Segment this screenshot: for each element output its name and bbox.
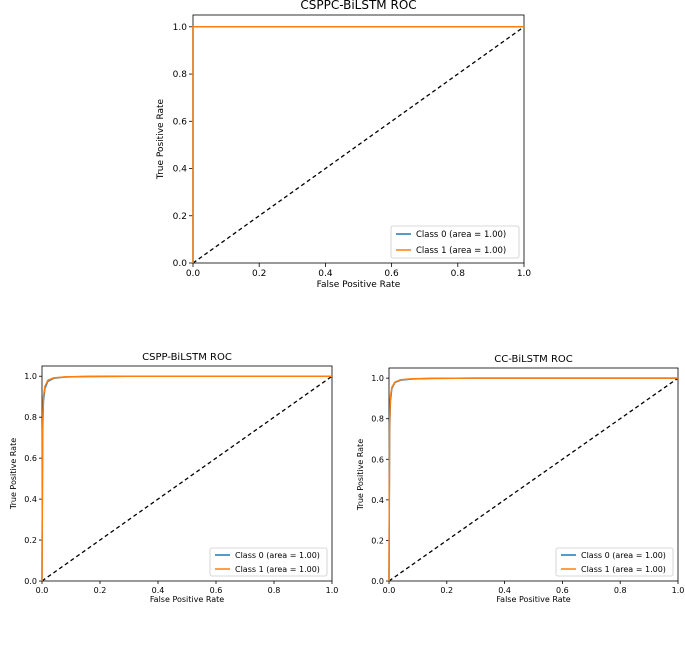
x-tick-label: 0.6 bbox=[384, 269, 399, 279]
y-tick-label: 0.8 bbox=[371, 415, 384, 424]
y-tick-label: 1.0 bbox=[173, 23, 188, 33]
x-tick-label: 0.0 bbox=[383, 586, 396, 595]
plot-area bbox=[192, 14, 525, 264]
x-tick-label: 0.2 bbox=[252, 269, 266, 279]
y-tick-label: 0.2 bbox=[24, 536, 37, 545]
y-axis-label: True Positive Rate bbox=[356, 439, 365, 511]
roc-panel-2: 0.0 0.2 0.4 0.6 0.8 1.0 0.0 0.2 0.4 0.6 0.8 1.0 CSPP… bbox=[9, 352, 338, 604]
chance-diagonal-line bbox=[41, 375, 333, 582]
chance-diagonal-line bbox=[388, 377, 679, 582]
legend-box bbox=[555, 547, 674, 577]
y-tick-label: 0.2 bbox=[371, 536, 384, 545]
legend-entry: Class 1 (area = 1.00) bbox=[235, 565, 320, 574]
y-tick-label: 0.4 bbox=[173, 165, 188, 175]
y-tick-label: 0.2 bbox=[173, 212, 187, 222]
chance-diagonal-line bbox=[192, 26, 525, 264]
x-tick-label: 0.8 bbox=[268, 586, 281, 595]
chart-title: CSPP-BiLSTM ROC bbox=[142, 352, 232, 363]
roc-panel-1: 0.0 0.2 0.4 0.6 0.8 1.0 0.0 0.2 0.4 0.6 0.8 1.0 CSPP… bbox=[156, 0, 531, 290]
legend-box bbox=[390, 225, 520, 259]
series-line-class-1 bbox=[192, 26, 524, 263]
x-tick-label: 0.4 bbox=[498, 586, 511, 595]
legend-entry: Class 1 (area = 1.00) bbox=[581, 565, 666, 574]
y-axis-label: True Positive Rate bbox=[9, 438, 18, 510]
plot-area bbox=[388, 367, 679, 582]
roc-panel-3: 0.0 0.2 0.4 0.6 0.8 1.0 0.0 0.2 0.4 0.6 0.8 1.0 CC-B… bbox=[356, 354, 684, 604]
y-tick-label: 0.6 bbox=[371, 455, 384, 464]
plot-area bbox=[41, 365, 333, 582]
x-tick-label: 0.8 bbox=[451, 269, 466, 279]
y-tick-label: 0.4 bbox=[24, 495, 37, 504]
x-axis-label: False Positive Rate bbox=[496, 595, 570, 604]
x-tick-label: 1.0 bbox=[517, 269, 532, 279]
chart-title: CC-BiLSTM ROC bbox=[494, 354, 573, 365]
legend: Class 0 (area = 1.00) Class 1 (area = 1.0… bbox=[390, 225, 520, 259]
x-tick-label: 1.0 bbox=[326, 586, 339, 595]
x-axis-label: False Positive Rate bbox=[317, 280, 401, 290]
y-tick-label: 0.8 bbox=[173, 70, 188, 80]
legend: Class 0 (area = 1.00) Class 1 (area = 1.0… bbox=[555, 547, 674, 577]
x-tick-label: 0.2 bbox=[440, 586, 453, 595]
x-tick-label: 0.4 bbox=[318, 269, 333, 279]
y-tick-label: 0.4 bbox=[371, 496, 384, 505]
y-tick-label: 1.0 bbox=[24, 372, 37, 381]
legend-entry: Class 0 (area = 1.00) bbox=[235, 551, 320, 560]
x-tick-label: 0.8 bbox=[614, 586, 627, 595]
x-tick-label: 1.0 bbox=[672, 586, 685, 595]
x-axis-label: False Positive Rate bbox=[150, 595, 224, 604]
chart-title: CSPPC-BiLSTM ROC bbox=[300, 0, 416, 12]
y-tick-label: 0.0 bbox=[173, 259, 188, 269]
legend-entry: Class 0 (area = 1.00) bbox=[416, 230, 506, 240]
series-line-class-1 bbox=[41, 375, 332, 582]
x-tick-label: 0.0 bbox=[186, 269, 201, 279]
y-tick-label: 0.8 bbox=[24, 413, 37, 422]
y-tick-label: 0.6 bbox=[173, 117, 188, 127]
y-tick-label: 0.6 bbox=[24, 454, 37, 463]
y-tick-label: 0.0 bbox=[24, 577, 37, 586]
x-tick-label: 0.6 bbox=[556, 586, 569, 595]
legend-box bbox=[209, 547, 328, 577]
y-axis-label: True Positive Rate bbox=[156, 98, 166, 180]
legend-entry: Class 1 (area = 1.00) bbox=[416, 246, 506, 256]
x-tick-label: 0.0 bbox=[36, 586, 49, 595]
legend: Class 0 (area = 1.00) Class 1 (area = 1.0… bbox=[209, 547, 328, 577]
y-tick-label: 0.0 bbox=[371, 577, 384, 586]
x-tick-label: 0.4 bbox=[152, 586, 165, 595]
x-tick-label: 0.2 bbox=[94, 586, 107, 595]
legend-entry: Class 0 (area = 1.00) bbox=[581, 551, 666, 560]
series-line-class-1 bbox=[388, 377, 678, 582]
y-tick-label: 1.0 bbox=[371, 374, 384, 383]
x-tick-label: 0.6 bbox=[210, 586, 223, 595]
